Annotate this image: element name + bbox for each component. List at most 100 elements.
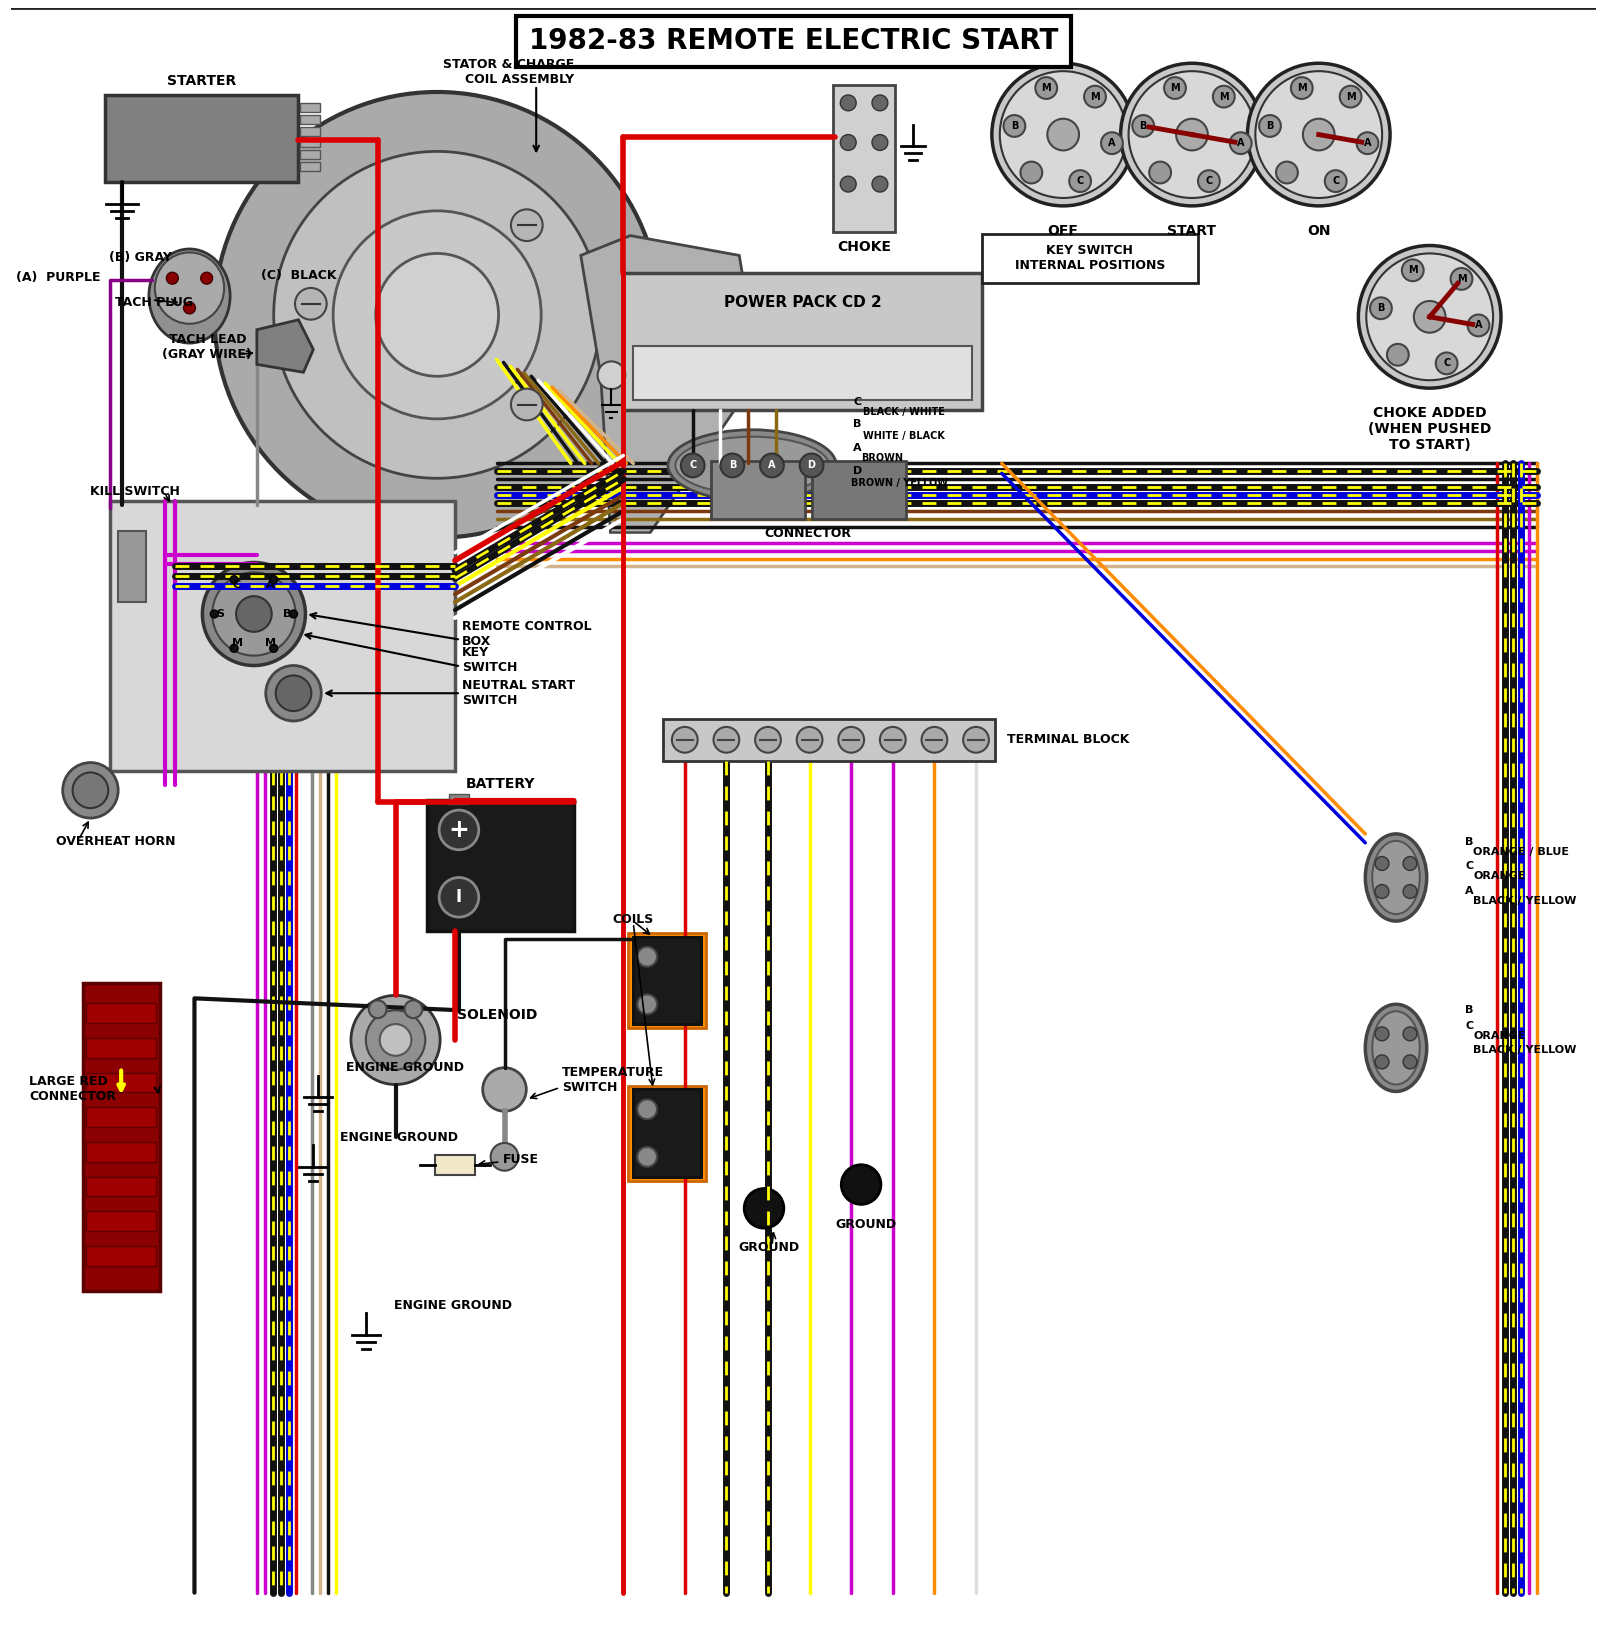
Circle shape: [1414, 302, 1445, 333]
Bar: [118, 531, 146, 602]
Bar: [517, 16, 1070, 68]
Text: A: A: [1109, 138, 1115, 148]
Bar: [634, 938, 701, 1023]
Text: STARTER: STARTER: [168, 74, 237, 87]
Text: C: C: [1466, 860, 1474, 870]
Circle shape: [637, 994, 658, 1014]
Circle shape: [1021, 162, 1042, 183]
Bar: [811, 461, 906, 519]
Circle shape: [166, 272, 178, 283]
Text: A: A: [1466, 887, 1474, 897]
Bar: [634, 938, 701, 1023]
Circle shape: [598, 361, 626, 389]
Circle shape: [438, 877, 478, 918]
Text: A: A: [1475, 320, 1482, 331]
Circle shape: [510, 389, 542, 420]
Circle shape: [872, 176, 888, 193]
Bar: [624, 274, 982, 410]
Text: B: B: [728, 460, 736, 470]
Text: TACH PLUG: TACH PLUG: [115, 297, 194, 310]
Circle shape: [1366, 254, 1493, 381]
Bar: [83, 984, 160, 1290]
Circle shape: [1198, 170, 1219, 193]
Bar: [634, 1089, 701, 1177]
Text: M: M: [1090, 92, 1099, 102]
Circle shape: [290, 610, 298, 618]
Circle shape: [379, 1023, 411, 1056]
Circle shape: [1213, 86, 1235, 107]
Text: (C)  BLACK: (C) BLACK: [261, 269, 336, 282]
Circle shape: [1165, 77, 1186, 99]
Circle shape: [1403, 885, 1418, 898]
Text: ORANGE: ORANGE: [1474, 870, 1526, 880]
Bar: [86, 1177, 155, 1196]
Bar: [86, 1073, 155, 1093]
Text: M: M: [232, 638, 243, 648]
Text: B: B: [853, 419, 861, 428]
Bar: [435, 1155, 475, 1175]
Text: M: M: [1170, 82, 1179, 92]
Bar: [710, 461, 805, 519]
Text: B: B: [1466, 837, 1474, 847]
Text: A: A: [1363, 138, 1371, 148]
Circle shape: [720, 453, 744, 478]
Text: M: M: [1042, 82, 1051, 92]
Text: 1982-83 REMOTE ELECTRIC START: 1982-83 REMOTE ELECTRIC START: [530, 28, 1059, 56]
Circle shape: [714, 727, 739, 753]
Circle shape: [672, 727, 698, 753]
Text: C: C: [1466, 1022, 1474, 1032]
Text: B: B: [1139, 120, 1147, 130]
Circle shape: [840, 135, 856, 150]
Text: START: START: [1168, 224, 1216, 237]
Circle shape: [230, 575, 238, 583]
Circle shape: [880, 727, 906, 753]
Text: REMOTE CONTROL
BOX: REMOTE CONTROL BOX: [462, 620, 592, 648]
Circle shape: [1467, 315, 1490, 336]
Polygon shape: [258, 320, 314, 372]
Ellipse shape: [1373, 1012, 1419, 1084]
Bar: [86, 1142, 155, 1162]
Text: BLACK / YELLOW: BLACK / YELLOW: [1474, 1045, 1576, 1055]
Circle shape: [184, 302, 195, 313]
Circle shape: [1403, 1055, 1418, 1070]
Text: C: C: [853, 397, 861, 407]
Text: C: C: [1205, 176, 1213, 186]
Bar: [834, 86, 894, 232]
Text: TACH LEAD
(GRAY WIRE): TACH LEAD (GRAY WIRE): [163, 333, 253, 361]
Bar: [427, 801, 574, 931]
Circle shape: [1357, 132, 1379, 153]
Text: BLACK / YELLOW: BLACK / YELLOW: [1474, 897, 1576, 906]
Circle shape: [1291, 77, 1312, 99]
Circle shape: [202, 562, 306, 666]
Circle shape: [270, 644, 278, 653]
Circle shape: [800, 453, 824, 478]
Circle shape: [1358, 246, 1501, 389]
Text: GROUND: GROUND: [835, 1218, 896, 1231]
Circle shape: [366, 1010, 426, 1070]
Circle shape: [872, 96, 888, 110]
Text: ENGINE GROUND: ENGINE GROUND: [394, 1299, 512, 1312]
Text: A: A: [1237, 138, 1245, 148]
Circle shape: [842, 1165, 882, 1205]
Bar: [629, 933, 706, 1028]
Circle shape: [1069, 170, 1091, 193]
Circle shape: [1035, 77, 1058, 99]
Circle shape: [350, 995, 440, 1084]
Bar: [106, 96, 299, 183]
Text: D: D: [808, 460, 816, 470]
Text: M: M: [1408, 265, 1418, 275]
Circle shape: [214, 92, 661, 537]
Bar: [86, 1246, 155, 1266]
Text: BROWN: BROWN: [861, 453, 902, 463]
Circle shape: [1387, 344, 1408, 366]
Bar: [634, 1089, 701, 1177]
Bar: [634, 346, 973, 400]
Text: KEY
SWITCH: KEY SWITCH: [462, 646, 517, 674]
Bar: [86, 1004, 155, 1023]
Text: M: M: [1346, 92, 1355, 102]
Text: TEMPERATURE
SWITCH: TEMPERATURE SWITCH: [562, 1066, 664, 1094]
Circle shape: [483, 1068, 526, 1111]
Circle shape: [294, 288, 326, 320]
Text: LARGE RED
CONNECTOR: LARGE RED CONNECTOR: [29, 1076, 117, 1104]
Circle shape: [1048, 119, 1078, 150]
